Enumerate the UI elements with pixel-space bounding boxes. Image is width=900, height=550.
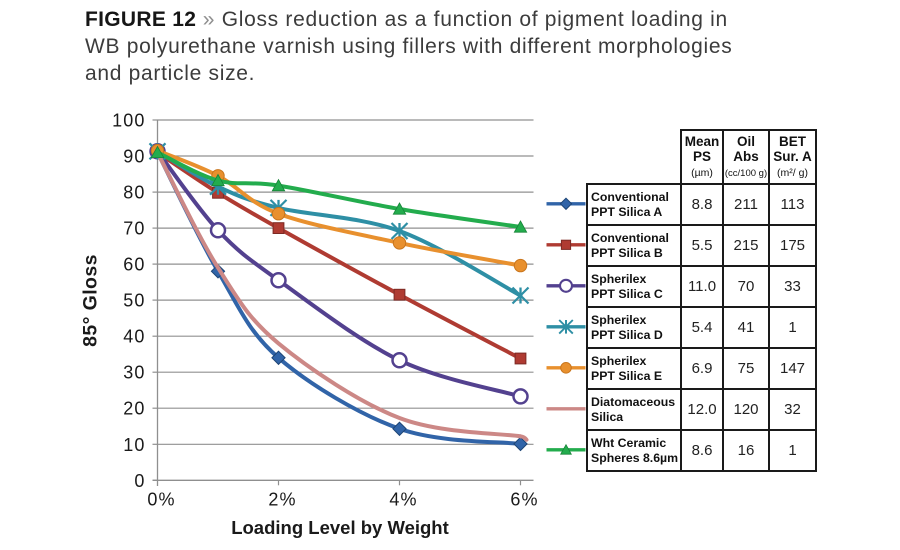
svg-text:0%: 0%	[147, 490, 175, 510]
svg-text:60: 60	[123, 255, 145, 275]
svg-text:50: 50	[123, 291, 145, 311]
svg-text:0: 0	[134, 471, 145, 491]
svg-text:90: 90	[123, 147, 145, 167]
svg-text:70: 70	[123, 219, 145, 239]
svg-text:80: 80	[123, 183, 145, 203]
svg-text:10: 10	[123, 435, 145, 455]
svg-text:2%: 2%	[268, 490, 296, 510]
svg-text:6%: 6%	[510, 490, 538, 510]
svg-text:4%: 4%	[389, 490, 417, 510]
svg-text:30: 30	[123, 363, 145, 383]
svg-text:40: 40	[123, 327, 145, 347]
svg-text:100: 100	[112, 111, 145, 131]
svg-text:20: 20	[123, 399, 145, 419]
